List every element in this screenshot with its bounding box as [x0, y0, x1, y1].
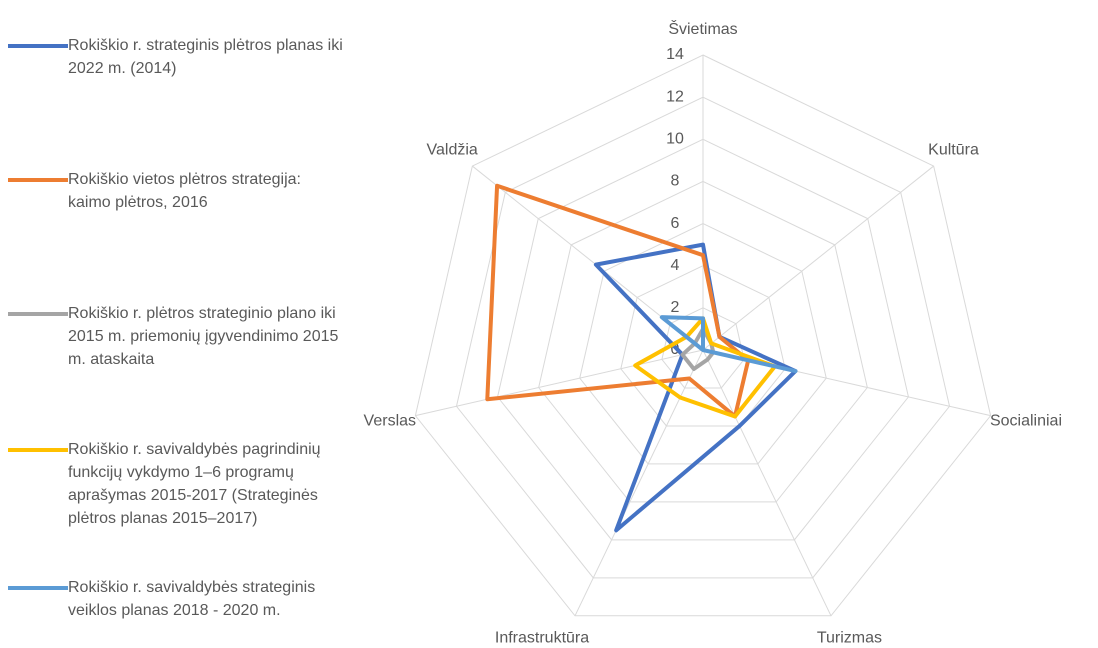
tick-label: 4: [671, 257, 680, 274]
series-line: [659, 315, 798, 374]
category-label: Valdžia: [427, 142, 478, 159]
spoke: [702, 165, 934, 351]
category-label: Turizmas: [817, 630, 882, 647]
tick-label: 10: [666, 131, 684, 148]
series-line: [485, 183, 751, 419]
legend-entry: Rokiškio r. savivaldybės strateginis vei…: [68, 579, 316, 619]
legend-entry: Rokiškio r. strateginis plėtros planas i…: [68, 37, 343, 77]
grid-ring: [620, 265, 786, 427]
legend-entry: Rokiškio vietos plėtros strategija: kaim…: [68, 171, 301, 211]
tick-label: 6: [671, 215, 680, 232]
legend-entry: Rokiškio r. savivaldybės pagrindinių fun…: [68, 441, 321, 527]
grid-ring: [414, 54, 992, 617]
legend-entry: Rokiškio r. plėtros strateginio plano ik…: [68, 305, 339, 368]
spoke: [415, 349, 704, 417]
category-label: Verslas: [364, 412, 416, 429]
series-line: [593, 242, 798, 533]
grid-ring: [497, 138, 909, 541]
tick-label: 2: [671, 299, 680, 316]
series-line: [633, 316, 777, 419]
grid-ring: [455, 96, 951, 579]
tick-label: 12: [666, 88, 684, 105]
spoke: [574, 349, 704, 617]
grid-ring: [579, 223, 827, 465]
category-label: Kultūra: [928, 142, 979, 159]
spoke: [702, 349, 832, 617]
category-label: Infrastruktūra: [495, 630, 589, 647]
tick-label: 8: [671, 173, 680, 190]
tick-label: 14: [666, 46, 684, 63]
category-label: Socialiniai: [990, 412, 1062, 429]
grid-ring: [538, 180, 868, 503]
category-label: Švietimas: [668, 19, 737, 38]
